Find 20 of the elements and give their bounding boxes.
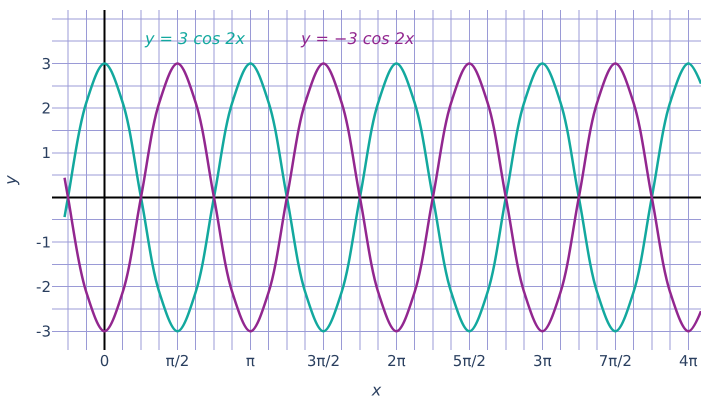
y-tick-label: -1: [36, 233, 51, 252]
x-axis-title: x: [370, 380, 382, 400]
y-axis-title: y: [0, 174, 20, 186]
y-tick-label: 1: [41, 144, 51, 162]
x-tick-label: 4π: [679, 352, 698, 370]
x-tick-label: π/2: [166, 352, 190, 370]
y-tick-label: 3: [41, 54, 51, 73]
y-tick-label: -3: [36, 322, 51, 341]
series-label: y = 3 cos 2x: [144, 29, 246, 48]
y-tick-label: -2: [36, 278, 51, 296]
y-tick-label: 2: [41, 99, 51, 118]
x-tick-label: 5π/2: [452, 352, 486, 370]
x-tick-label: 7π/2: [598, 352, 632, 370]
x-tick-label: 3π: [533, 352, 552, 370]
x-tick-label: 3π/2: [306, 352, 340, 370]
line-series: [63, 62, 701, 333]
x-tick-label: 2π: [387, 352, 406, 370]
x-tick-label: π: [246, 352, 255, 370]
series-label: y = −3 cos 2x: [300, 29, 415, 48]
x-tick-label: 0: [100, 352, 110, 370]
